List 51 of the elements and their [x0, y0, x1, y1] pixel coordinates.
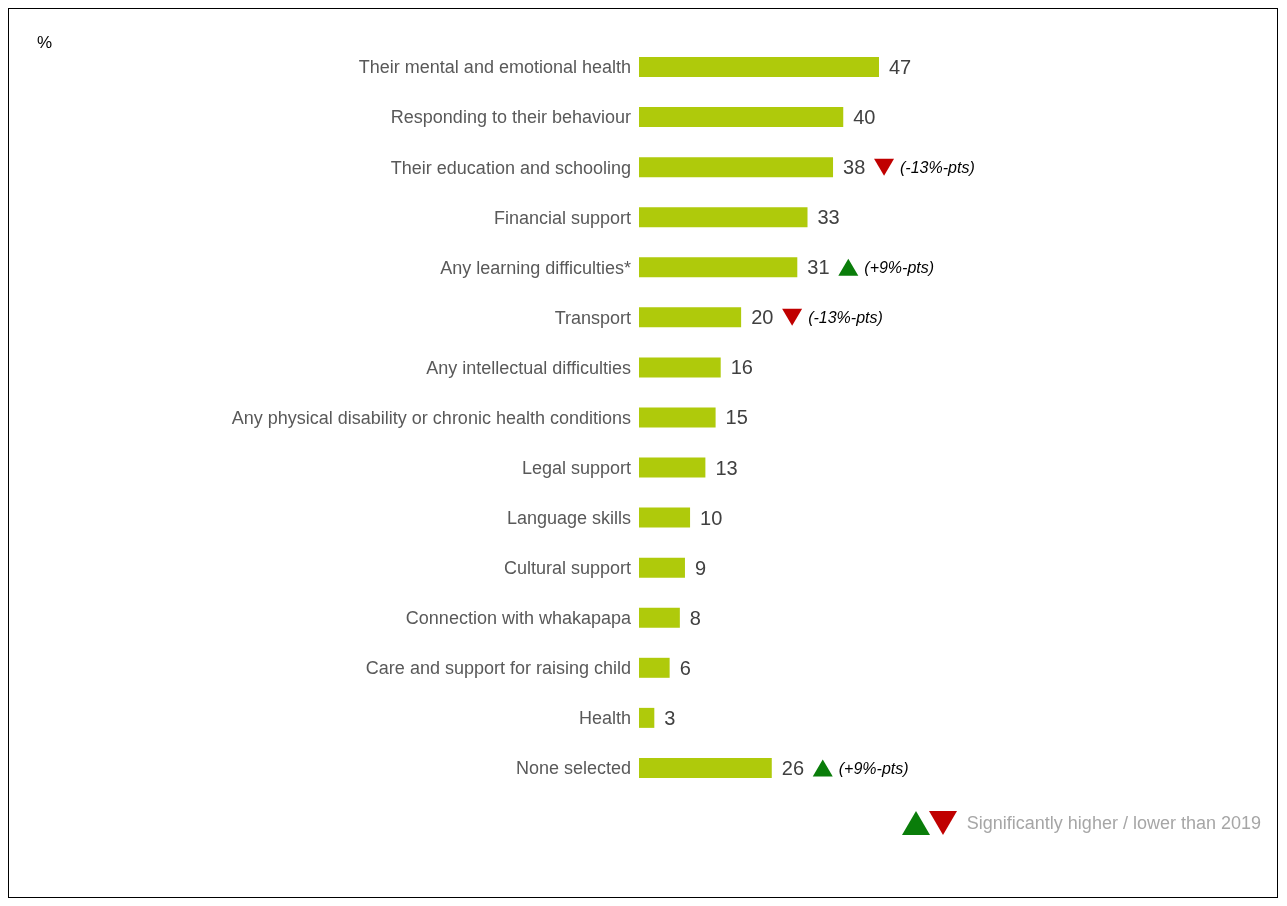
y-tick-label: Connection with whakapapa [405, 608, 632, 629]
bar [639, 207, 808, 228]
bar [639, 357, 721, 378]
bar [639, 107, 844, 128]
bar [639, 407, 716, 428]
annotation: (+9%-pts) [838, 759, 909, 777]
y-tick-label: Any learning difficulties* [440, 257, 631, 278]
y-tick-label: Their mental and emotional health [358, 57, 631, 78]
y-tick-label: Any intellectual difficulties [426, 357, 631, 378]
data-label: 20 [751, 306, 774, 329]
data-label: 38 [843, 156, 866, 179]
bar [639, 657, 670, 678]
bar [639, 757, 772, 778]
y-tick-label: Their education and schooling [390, 157, 631, 178]
y-tick-label: Transport [554, 307, 631, 328]
data-label: 33 [817, 206, 840, 229]
bar [639, 57, 879, 77]
data-label: 47 [889, 56, 912, 78]
bar [639, 607, 680, 628]
data-label: 31 [807, 256, 830, 279]
data-label: 40 [853, 106, 876, 129]
y-tick-label: Financial support [493, 207, 631, 228]
bar [639, 307, 742, 328]
text: (-13%-pts) [900, 158, 975, 176]
data-label: 6 [679, 656, 691, 679]
y-tick-label: Health [578, 708, 631, 729]
bar [639, 707, 655, 728]
annotation: (+9%-pts) [864, 258, 935, 276]
bar [639, 507, 691, 528]
y-tick-label: Any physical disability or chronic health conditions [231, 407, 631, 428]
y-tick-label: Responding to their behaviour [390, 107, 631, 128]
bar [639, 157, 834, 178]
data-label: 13 [715, 456, 738, 479]
annotation: (-13%-pts) [808, 308, 883, 326]
data-label: 3 [664, 706, 676, 729]
y-tick-label: Care and support for raising child [365, 658, 631, 679]
y-tick-label: Language skills [506, 508, 631, 529]
data-label: 10 [700, 506, 723, 529]
bar [639, 557, 685, 578]
bar [639, 457, 706, 478]
text: Significantly higher / lower than 2019 [966, 812, 1261, 834]
y-tick-label: Legal support [521, 457, 631, 478]
data-label: 15 [725, 406, 748, 429]
data-label: 9 [694, 556, 707, 579]
text: % [37, 33, 53, 53]
y-tick-label: Cultural support [503, 558, 631, 579]
data-label: 16 [730, 356, 753, 379]
data-label: 26 [781, 756, 805, 779]
data-label: 8 [689, 606, 701, 629]
bar [639, 257, 798, 278]
y-tick-label: None selected [515, 758, 631, 779]
